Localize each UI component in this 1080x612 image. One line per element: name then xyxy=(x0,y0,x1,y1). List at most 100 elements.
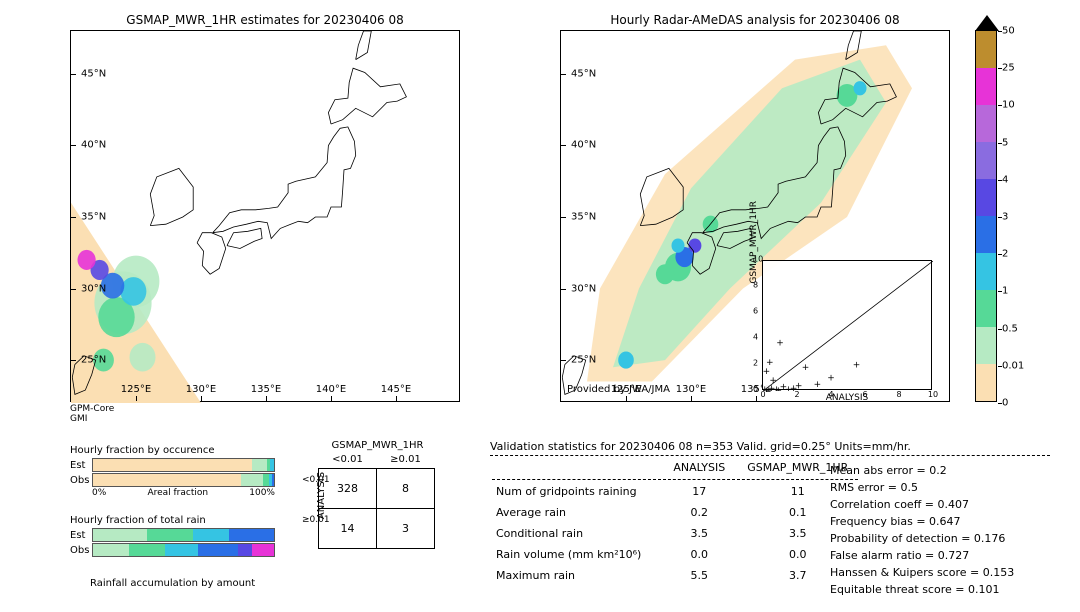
scatter-ytick: 8 xyxy=(753,281,758,290)
bar-row: Obs xyxy=(70,543,275,557)
scatter-xtick: 0 xyxy=(760,390,765,399)
scatter-ylabel: GSMAP_MWR_1HR xyxy=(749,201,759,284)
bar-row: Est xyxy=(70,528,275,542)
panel-title: GSMAP_MWR_1HR estimates for 20230406 08 xyxy=(126,13,403,27)
bar-row: Est xyxy=(70,458,275,472)
stats-row-label: Rain volume (mm km²10⁶) xyxy=(492,545,661,564)
contingency-row-header: ≥0.01 xyxy=(302,515,330,525)
bar-chart-occurrence: Hourly fraction by occurence Est Obs0%Are… xyxy=(70,445,275,498)
scatter-xtick: 2 xyxy=(794,390,799,399)
stats-row-label: Conditional rain xyxy=(492,524,661,543)
colorbar: 502510543210.50.010 xyxy=(975,30,997,402)
scatter-xtick: 4 xyxy=(828,390,833,399)
bar-row-label: Est xyxy=(70,460,92,471)
colorbar-segment xyxy=(976,290,996,327)
lat-label: 35°N xyxy=(81,212,106,223)
scatter-ytick: 2 xyxy=(753,359,758,368)
colorbar-segment xyxy=(976,364,996,401)
lat-label: 45°N xyxy=(81,68,106,79)
contingency-row-header: <0.01 xyxy=(302,475,330,485)
colorbar-tick: 25 xyxy=(1002,63,1015,74)
bar-axis: 0%Areal fraction100% xyxy=(92,488,275,498)
svg-text:+: + xyxy=(775,386,783,391)
map-svg-gsmap xyxy=(71,31,461,403)
panel-title: Hourly Radar-AMeDAS analysis for 2023040… xyxy=(610,13,899,27)
stats-metrics: Mean abs error = 0.2RMS error = 0.5Corre… xyxy=(830,462,1014,598)
lat-label: 40°N xyxy=(81,140,106,151)
lat-label: 30°N xyxy=(571,283,596,294)
bar-title: Hourly fraction of total rain xyxy=(70,515,275,526)
colorbar-tick: 5 xyxy=(1002,137,1008,148)
scatter-ytick: 10 xyxy=(753,255,763,264)
svg-text:+: + xyxy=(853,361,861,371)
lon-label: 130°E xyxy=(186,384,216,395)
contingency-cell: 328 xyxy=(319,468,377,508)
colorbar-arrow-icon xyxy=(975,15,999,31)
scatter-xtick: 10 xyxy=(928,390,938,399)
lon-label: 140°E xyxy=(316,384,346,395)
bar-chart-rain: Hourly fraction of total rain Est Obs xyxy=(70,515,275,558)
bar-row: Obs xyxy=(70,473,275,487)
colorbar-tick: 1 xyxy=(1002,286,1008,297)
map-panel-gsmap: GSMAP_MWR_1HR estimates for 20230406 08 … xyxy=(70,30,460,402)
colorbar-segment xyxy=(976,327,996,364)
colorbar-segment xyxy=(976,105,996,142)
stats-metric: Correlation coeff = 0.407 xyxy=(830,496,1014,513)
lon-label: 125°E xyxy=(121,384,151,395)
scatter-inset: +++++++++++++++++ ANALYSIS GSMAP_MWR_1HR… xyxy=(762,260,932,390)
stats-cell: 0.2 xyxy=(663,503,735,522)
stats-metric: Probability of detection = 0.176 xyxy=(830,530,1014,547)
lon-label: 130°E xyxy=(676,384,706,395)
lat-label: 45°N xyxy=(571,68,596,79)
svg-text:+: + xyxy=(802,363,810,373)
colorbar-tick: 10 xyxy=(1002,100,1015,111)
lat-label: 25°N xyxy=(81,355,106,366)
colorbar-tick: 50 xyxy=(1002,26,1015,37)
colorbar-segment xyxy=(976,253,996,290)
stats-row-label: Maximum rain xyxy=(492,566,661,585)
contingency-cell: 14 xyxy=(319,508,377,548)
contingency-col-header: <0.01 xyxy=(319,452,377,468)
colorbar-tick: 0 xyxy=(1002,398,1008,409)
lat-label: 25°N xyxy=(571,355,596,366)
stats-row-label: Average rain xyxy=(492,503,661,522)
stats-cell: 3.5 xyxy=(663,524,735,543)
bar-title: Hourly fraction by occurence xyxy=(70,445,275,456)
stats-cell: 0.0 xyxy=(663,545,735,564)
contingency-title: GSMAP_MWR_1HR xyxy=(300,440,455,451)
stats-metric: Mean abs error = 0.2 xyxy=(830,462,1014,479)
colorbar-segment xyxy=(976,68,996,105)
stats-metric: False alarm ratio = 0.727 xyxy=(830,547,1014,564)
satellite-label: GPM-Core GMI xyxy=(70,405,114,425)
lat-label: 30°N xyxy=(81,283,106,294)
contingency-table: GSMAP_MWR_1HR <0.01 ≥0.01 328 8 14 3 ANA… xyxy=(300,440,455,549)
lat-label: 40°N xyxy=(571,140,596,151)
lat-label: 35°N xyxy=(571,212,596,223)
scatter-xtick: 6 xyxy=(862,390,867,399)
stats-metric: Equitable threat score = 0.101 xyxy=(830,581,1014,598)
scatter-ytick: 6 xyxy=(753,307,758,316)
stats-metric: RMS error = 0.5 xyxy=(830,479,1014,496)
colorbar-segment xyxy=(976,179,996,216)
bar-row-label: Est xyxy=(70,530,92,541)
stats-header: Validation statistics for 20230406 08 n=… xyxy=(490,440,1050,456)
bar-row-label: Obs xyxy=(70,475,92,486)
colorbar-tick: 3 xyxy=(1002,212,1008,223)
lon-label: 125°E xyxy=(611,384,641,395)
colorbar-tick: 2 xyxy=(1002,249,1008,260)
contingency-cell: 8 xyxy=(377,468,435,508)
scatter-ytick: 4 xyxy=(753,333,758,342)
colorbar-tick: 0.01 xyxy=(1002,360,1024,371)
scatter-xtick: 8 xyxy=(896,390,901,399)
svg-text:+: + xyxy=(769,376,777,386)
scatter-ytick: 0 xyxy=(753,385,758,394)
stats-cell: 5.5 xyxy=(663,566,735,585)
lon-label: 135°E xyxy=(251,384,281,395)
stats-cell: 17 xyxy=(663,482,735,501)
colorbar-tick: 0.5 xyxy=(1002,323,1018,334)
colorbar-tick: 4 xyxy=(1002,174,1008,185)
stats-metric: Hanssen & Kuipers score = 0.153 xyxy=(830,564,1014,581)
contingency-cell: 3 xyxy=(377,508,435,548)
colorbar-segment xyxy=(976,142,996,179)
svg-text:+: + xyxy=(827,374,835,384)
